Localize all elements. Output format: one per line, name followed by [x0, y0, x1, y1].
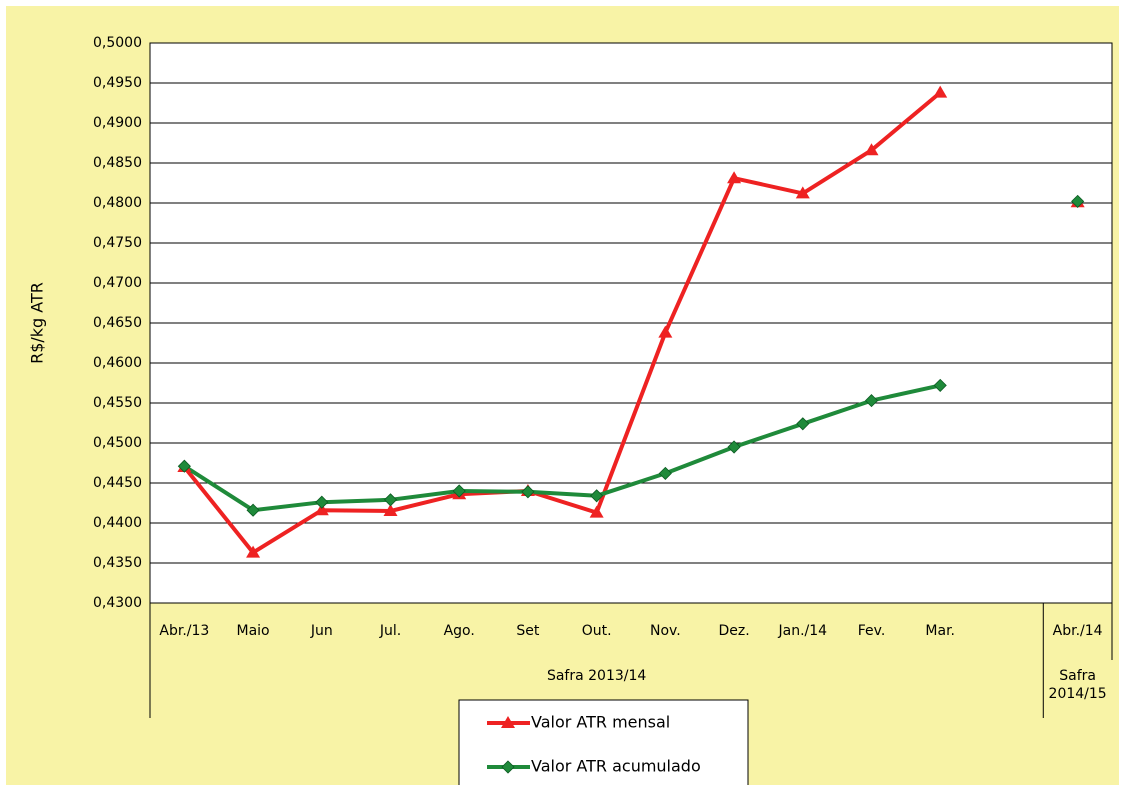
point	[1071, 194, 1085, 208]
y-tick-label: 0,4650	[93, 315, 142, 331]
x-tick-label: Maio	[237, 623, 270, 639]
point	[727, 440, 741, 454]
y-tick-label: 0,4450	[93, 475, 142, 491]
y-tick-label: 0,5000	[93, 35, 142, 51]
x-tick-label: Jan./14	[778, 623, 828, 639]
y-tick-label: 0,4700	[93, 275, 142, 291]
point	[315, 495, 329, 509]
legend-label: Valor ATR mensal	[531, 713, 670, 732]
point	[383, 493, 398, 507]
y-tick-label: 0,4550	[93, 395, 142, 411]
point	[383, 504, 398, 516]
group-label: Safra 2013/14	[546, 668, 647, 684]
x-tick-label: Dez.	[718, 623, 749, 639]
point	[864, 143, 879, 156]
x-tick-label: Nov.	[650, 623, 681, 639]
point	[246, 503, 260, 517]
point	[933, 378, 947, 392]
point	[795, 186, 810, 199]
point	[796, 417, 810, 431]
legend-marker	[501, 760, 515, 774]
y-tick-label: 0,4600	[93, 355, 142, 371]
y-tick-label: 0,4800	[93, 195, 142, 211]
point	[521, 485, 535, 499]
x-tick-label: Jun	[310, 623, 333, 639]
y-tick-label: 0,4750	[93, 235, 142, 251]
x-tick-label: Ago.	[444, 623, 475, 639]
point	[452, 484, 466, 498]
point	[177, 459, 191, 473]
point	[933, 85, 948, 98]
x-tick-label: Jul.	[379, 623, 401, 639]
x-tick-label: Out.	[582, 623, 612, 639]
y-tick-label: 0,4400	[93, 515, 142, 531]
point	[246, 545, 261, 558]
y-tick-label: 0,4500	[93, 435, 142, 451]
point	[590, 489, 604, 503]
x-tick-label: Abr./13	[159, 623, 209, 639]
x-tick-label: Abr./14	[1053, 623, 1103, 639]
y-tick-label: 0,4300	[93, 595, 142, 611]
point	[864, 394, 879, 408]
x-tick-label: Set	[516, 623, 540, 639]
y-tick-label: 0,4850	[93, 155, 142, 171]
x-tick-label: Mar.	[925, 623, 955, 639]
y-tick-label: 0,4900	[93, 115, 142, 131]
y-axis-label: R$/kg ATR	[28, 282, 47, 364]
x-tick-label: Fev.	[858, 623, 886, 639]
point	[727, 171, 742, 184]
group-label: Safra 2014/15	[1048, 668, 1107, 702]
legend-label: Valor ATR acumulado	[531, 757, 701, 776]
y-tick-label: 0,4350	[93, 555, 142, 571]
point	[658, 325, 673, 338]
point	[589, 505, 604, 518]
point	[314, 503, 329, 516]
y-tick-label: 0,4950	[93, 75, 142, 91]
legend-marker	[501, 716, 515, 728]
point	[658, 466, 672, 480]
